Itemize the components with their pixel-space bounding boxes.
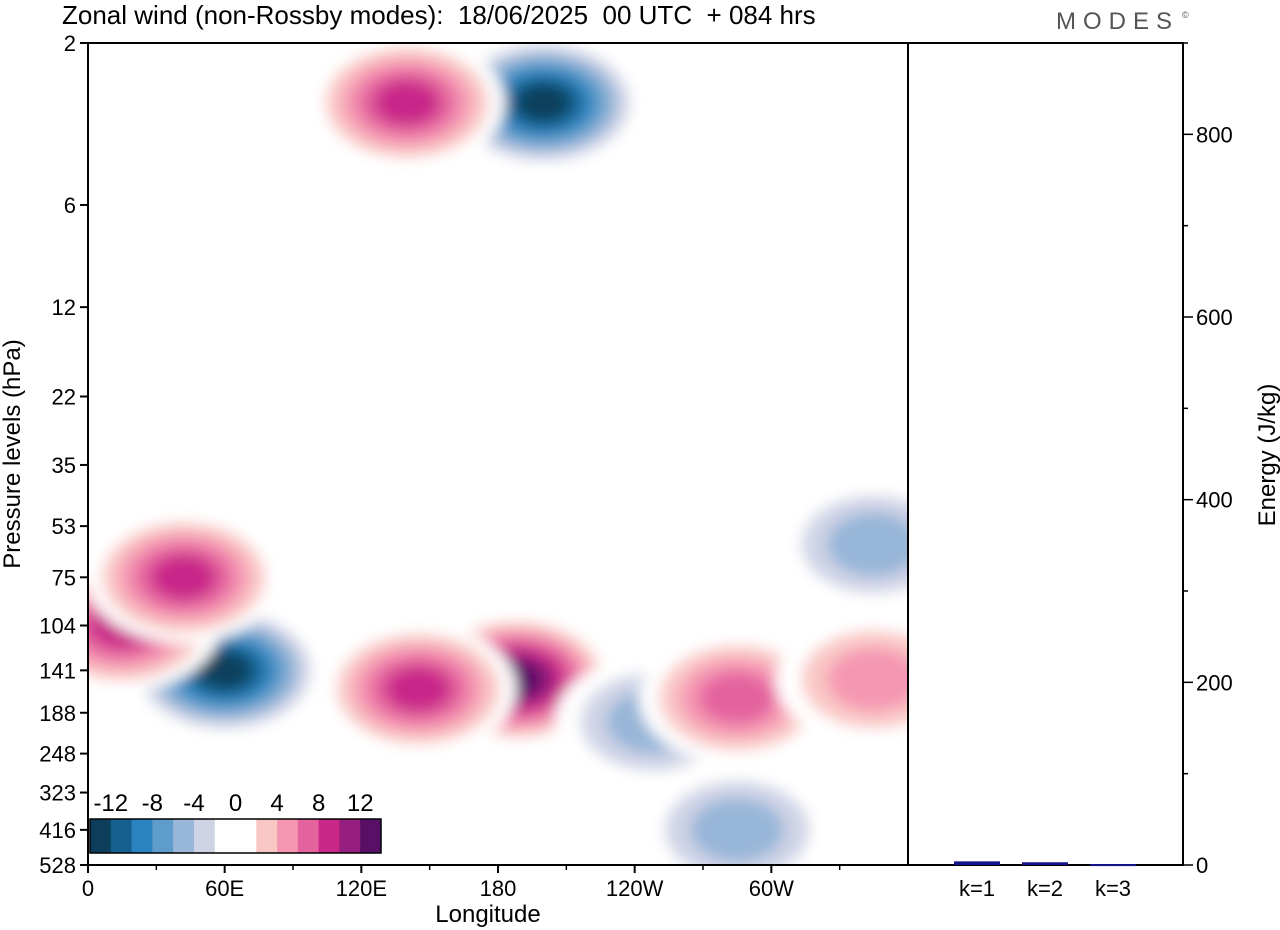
- y-tick-label: 12: [52, 295, 76, 320]
- x-tick-label: 180: [480, 876, 517, 901]
- contour-blob: [374, 80, 440, 126]
- colorbar-frame: [89, 818, 382, 854]
- colorbar-swatch: [90, 819, 112, 853]
- x-tick-label: 60W: [749, 876, 794, 901]
- contour-blob: [690, 798, 784, 862]
- colorbar-label: 0: [229, 790, 242, 817]
- colorbar-swatch: [173, 819, 195, 853]
- energy-bar-label: k=2: [1027, 876, 1063, 901]
- energy-bar-label: k=1: [959, 876, 995, 901]
- contour-blob: [385, 666, 451, 712]
- energy-bar-label: k=3: [1095, 876, 1131, 901]
- x-axis-title: Longitude: [435, 901, 540, 928]
- colorbar-label: 8: [312, 790, 325, 817]
- contour-blob: [151, 554, 217, 600]
- colorbar-swatch: [214, 819, 236, 853]
- energy-tick-label: 200: [1196, 670, 1233, 695]
- copyright-mark: ©: [1182, 10, 1189, 20]
- energy-tick-label: 0: [1196, 853, 1208, 878]
- y-tick-label: 35: [52, 453, 76, 478]
- x-tick-label: 0: [82, 876, 94, 901]
- contour-blob: [827, 512, 908, 577]
- y-tick-label: 2: [64, 31, 76, 56]
- colorbar-label: -12: [93, 790, 128, 817]
- y-tick-label: 22: [52, 384, 76, 409]
- contour-blob: [517, 84, 570, 121]
- contour-field: [88, 43, 908, 865]
- y-tick-label: 188: [39, 701, 76, 726]
- colorbar-swatch: [297, 819, 320, 853]
- y-tick-label: 528: [39, 853, 76, 878]
- colorbar-swatch: [193, 819, 216, 853]
- modes-logo: MODES: [1056, 8, 1180, 35]
- contour-blob: [198, 652, 251, 689]
- y-tick-label: 416: [39, 818, 76, 843]
- energy-axes: 0 200 400 600 800 Energy (J/kg): [1183, 42, 1280, 878]
- colorbar-swatch: [152, 819, 174, 853]
- y-tick-label: 53: [52, 514, 76, 539]
- colorbar-swatch: [256, 819, 278, 853]
- energy-bars: k=1 k=2 k=3: [954, 861, 1136, 901]
- energy-bar: [1022, 862, 1068, 865]
- colorbar-swatch: [110, 819, 133, 853]
- colorbar-swatch: [235, 819, 257, 853]
- energy-tick-label: 800: [1196, 122, 1233, 147]
- colorbar-swatch: [277, 819, 299, 853]
- energy-axis-title: Energy (J/kg): [1254, 384, 1280, 527]
- x-tick-label: 120E: [336, 876, 387, 901]
- energy-tick-label: 600: [1196, 305, 1233, 330]
- colorbar-label: 12: [347, 790, 374, 817]
- colorbar-swatch: [131, 819, 153, 853]
- y-tick-label: 104: [39, 613, 76, 638]
- colorbar-label: 4: [270, 790, 283, 817]
- colorbar-swatch: [318, 819, 340, 853]
- chart-title: Zonal wind (non-Rossby modes): 18/06/202…: [62, 0, 816, 30]
- contour-blob: [827, 647, 908, 712]
- energy-frame: [907, 42, 1184, 866]
- energy-bar: [954, 861, 1000, 865]
- y-tick-label: 323: [39, 781, 76, 806]
- contour-blobs: [88, 43, 908, 865]
- x-tick-label: 120W: [606, 876, 664, 901]
- colorbar-swatch: [360, 819, 382, 853]
- energy-bar: [1090, 864, 1136, 867]
- y-tick-label: 248: [39, 742, 76, 767]
- colorbar-label: -8: [142, 790, 163, 817]
- y-tick-label: 6: [64, 193, 76, 218]
- contour-blob: [699, 671, 776, 724]
- y-axis-title: Pressure levels (hPa): [0, 339, 26, 568]
- colorbar-legend: -12 -8 -4 0 4 8 12: [89, 790, 382, 854]
- y-tick-label: 75: [52, 565, 76, 590]
- y-tick-label: 141: [39, 658, 76, 683]
- x-tick-label: 60E: [205, 876, 244, 901]
- energy-tick-label: 400: [1196, 488, 1233, 513]
- colorbar-label: -4: [183, 790, 204, 817]
- colorbar-swatch: [339, 819, 361, 853]
